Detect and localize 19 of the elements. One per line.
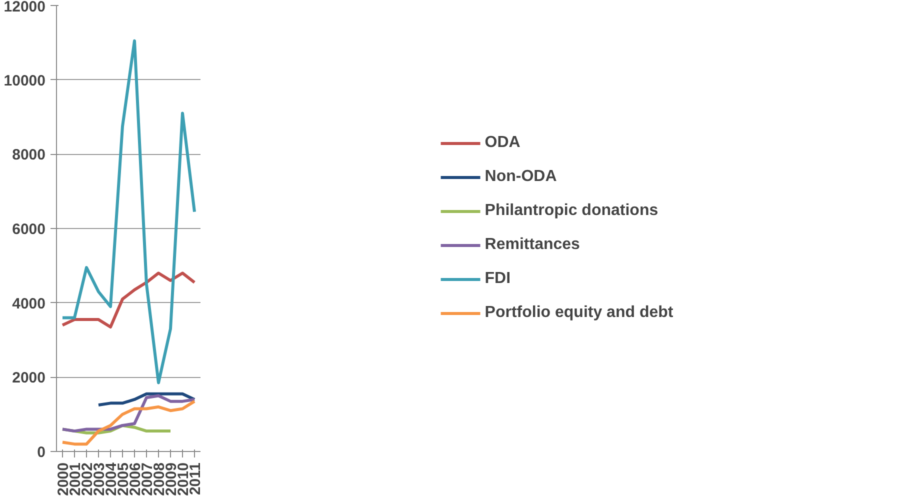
legend-label: ODA <box>484 134 520 152</box>
legend-label: Non-ODA <box>484 168 557 186</box>
legend-label: Portfolio equity and debt <box>484 304 674 322</box>
line-series <box>61 272 196 328</box>
y-tick-label: 12000 <box>4 0 46 16</box>
line-series <box>61 394 196 433</box>
y-tick-label: 10000 <box>4 72 46 90</box>
x-tick-label: 2011 <box>187 462 204 496</box>
y-tick-label: 2000 <box>12 370 46 387</box>
line-series <box>97 392 196 407</box>
legend-label: Philantropic donations <box>484 202 658 220</box>
y-tick-label: 8000 <box>12 146 46 164</box>
legend-label: FDI <box>484 270 511 288</box>
line-series <box>61 400 196 446</box>
legend-label: Remittances <box>484 236 580 254</box>
y-tick-label: 4000 <box>12 295 46 312</box>
y-tick-label: 0 <box>37 444 46 461</box>
line-series <box>61 39 196 384</box>
y-tick-label: 6000 <box>12 221 46 238</box>
